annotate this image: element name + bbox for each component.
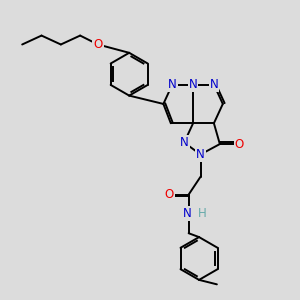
Text: O: O (93, 38, 103, 51)
Text: O: O (235, 138, 244, 151)
Text: N: N (196, 148, 205, 161)
Text: N: N (183, 207, 191, 220)
Text: N: N (209, 78, 218, 91)
Text: N: N (189, 78, 197, 91)
Text: H: H (198, 207, 206, 220)
Text: N: N (180, 136, 189, 149)
Text: O: O (165, 188, 174, 201)
Text: N: N (168, 78, 177, 91)
